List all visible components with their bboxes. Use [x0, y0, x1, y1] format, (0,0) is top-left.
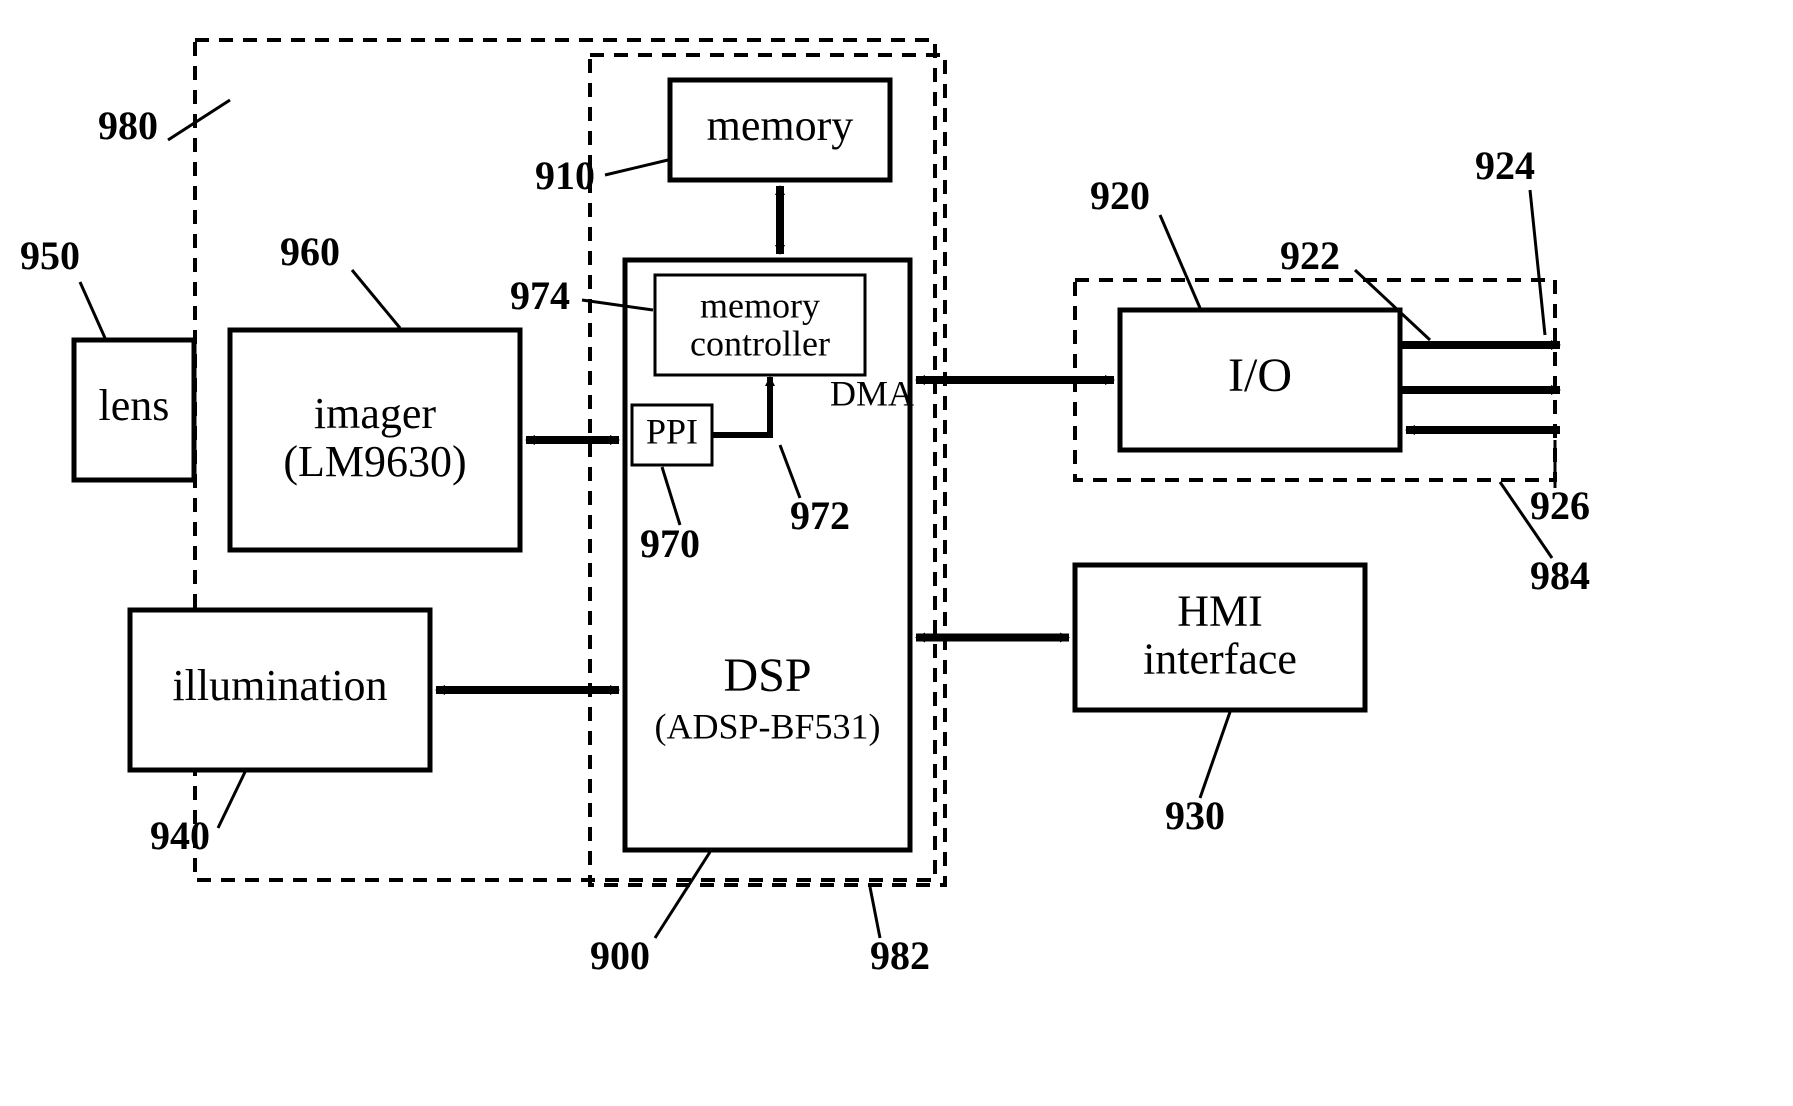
ref-900: 900: [590, 933, 650, 978]
hmi-label-2: interface: [1143, 635, 1297, 684]
ref-960: 960: [280, 229, 340, 274]
leader-line: [655, 852, 710, 938]
ref-940: 940: [150, 813, 210, 858]
ref-972: 972: [790, 493, 850, 538]
ppi-label: PPI: [646, 411, 698, 451]
ref-970: 970: [640, 521, 700, 566]
ref-982: 982: [870, 933, 930, 978]
dsp-label-1: DSP: [723, 649, 811, 702]
leader-line: [218, 772, 245, 828]
leader-line: [352, 270, 400, 328]
ref-922: 922: [1280, 233, 1340, 278]
memctl-label-1: memory: [700, 285, 820, 325]
imager-label-1: imager: [314, 389, 437, 438]
io-label: I/O: [1228, 349, 1292, 402]
leader-line: [870, 887, 880, 938]
leader-line: [1160, 215, 1200, 308]
ref-920: 920: [1090, 173, 1150, 218]
ref-984: 984: [1530, 553, 1590, 598]
illumination-label: illumination: [172, 661, 387, 710]
memory-label: memory: [707, 101, 854, 150]
leader-line: [1200, 712, 1230, 798]
dsp-label-2: (ADSP-BF531): [654, 706, 880, 746]
ref-924: 924: [1475, 143, 1535, 188]
ref-926: 926: [1530, 483, 1590, 528]
ref-910: 910: [535, 153, 595, 198]
ref-950: 950: [20, 233, 80, 278]
ref-974: 974: [510, 273, 570, 318]
leader-line: [1530, 190, 1545, 335]
ref-980: 980: [98, 103, 158, 148]
memctl-label-2: controller: [690, 323, 830, 363]
hmi-label-1: HMI: [1177, 587, 1263, 636]
imager-label-2: (LM9630): [283, 437, 466, 486]
lens-label: lens: [99, 381, 170, 430]
dma-label: DMA: [830, 373, 914, 413]
ref-930: 930: [1165, 793, 1225, 838]
leader-line: [168, 100, 230, 140]
leader-line: [80, 282, 105, 338]
leader-line: [605, 160, 668, 175]
